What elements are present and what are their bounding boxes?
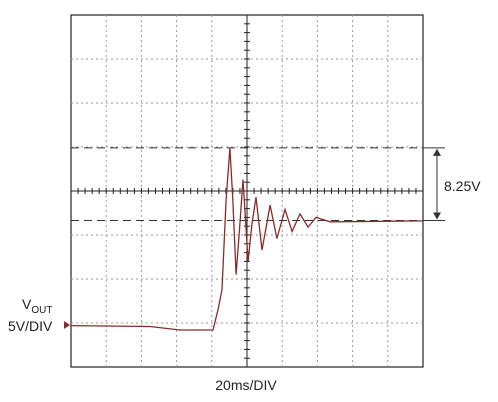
arrow-head: [433, 212, 441, 220]
y-scale: 5V/DIV: [8, 318, 53, 334]
arrow-head: [433, 148, 441, 156]
channel-label: VOUT: [22, 296, 52, 316]
grid: [71, 15, 423, 367]
annotation: 8.25V: [444, 178, 481, 194]
channel-sub: OUT: [31, 305, 52, 316]
plot: [70, 147, 445, 331]
trace: [70, 147, 424, 331]
ground-marker: [64, 321, 70, 329]
channel-name: V: [22, 296, 32, 312]
x-scale: 20ms/DIV: [215, 377, 277, 393]
